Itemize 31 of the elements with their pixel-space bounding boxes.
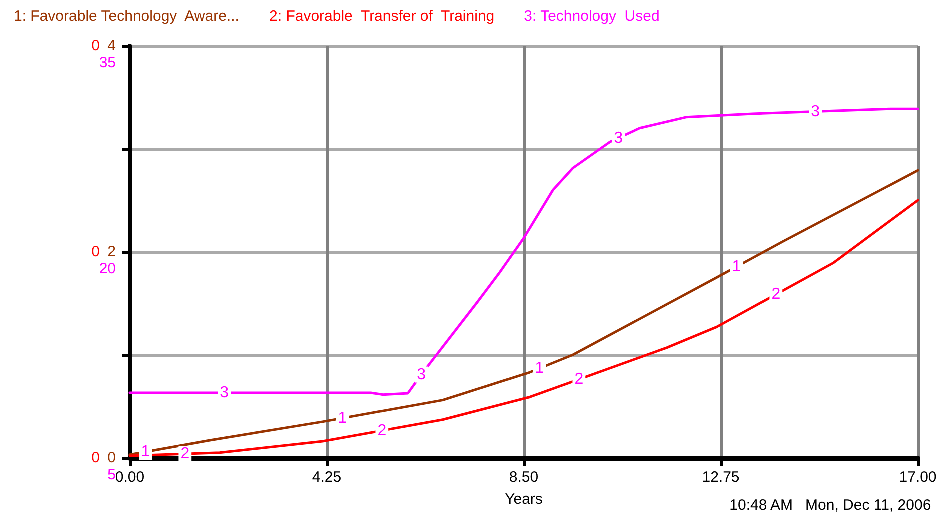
text: 3: Technology Used: [524, 8, 660, 25]
y2-tick-label: 5: [108, 466, 116, 484]
text: 10:48 AM Mon, Dec 11, 2006: [730, 497, 932, 514]
x-tick-label: 17.00: [899, 469, 937, 486]
y-tick-label: 4: [108, 38, 116, 54]
x-axis-title: Years: [505, 491, 543, 508]
annotation: 2: [378, 422, 387, 440]
annotation: 1: [141, 444, 150, 461]
y3-tick-label: 0: [92, 244, 100, 260]
y3-tick-label: 0: [92, 450, 100, 466]
x-tick-label: 12.75: [702, 469, 740, 486]
y3-tick-label: 0: [92, 38, 100, 54]
annotation: 3: [220, 384, 230, 402]
annotation: 2: [574, 371, 584, 388]
y2-tick-label: 20: [99, 260, 116, 278]
annotation: 1: [338, 410, 348, 427]
annotation: 1: [732, 258, 742, 276]
annotation: 2: [180, 446, 190, 463]
text: 1: Favorable Technology Aware...: [14, 8, 240, 25]
x-tick-label: 4.25: [312, 469, 342, 486]
x-tick-label: 8.50: [509, 469, 539, 486]
annotation: 1: [535, 360, 544, 378]
y-tick-label: 2: [108, 244, 116, 260]
y-tick-label: 0: [108, 450, 116, 466]
text: 2: Favorable Transfer of Training: [270, 8, 495, 25]
annotation: 3: [614, 130, 624, 147]
y2-tick-label: 35: [99, 54, 116, 72]
x-tick-label: 0.00: [115, 469, 145, 486]
annotation: 2: [772, 286, 781, 304]
annotation: 3: [811, 103, 820, 120]
annotation: 3: [417, 366, 426, 384]
